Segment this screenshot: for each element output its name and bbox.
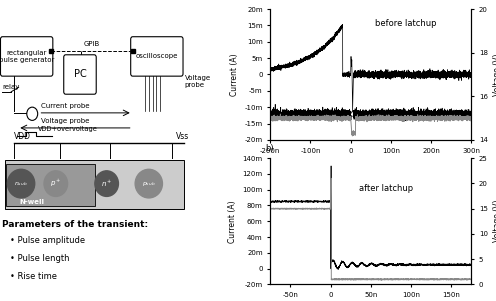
Y-axis label: Voltage (V): Voltage (V) [494, 200, 496, 243]
Text: after latchup: after latchup [359, 184, 413, 193]
FancyBboxPatch shape [5, 160, 184, 209]
Text: GPIB: GPIB [84, 41, 100, 47]
Text: • Pulse length: • Pulse length [10, 254, 69, 263]
FancyBboxPatch shape [63, 55, 96, 94]
Text: • Pulse amplitude: • Pulse amplitude [10, 236, 85, 245]
Text: VDD+overvoltage: VDD+overvoltage [39, 126, 98, 132]
X-axis label: Time (s): Time (s) [355, 159, 386, 168]
Text: Trigger pulse: Trigger pulse [347, 115, 392, 121]
Text: Voltage
probe: Voltage probe [185, 75, 211, 88]
Text: $n_{sub}$: $n_{sub}$ [14, 180, 28, 188]
Text: $p^+$: $p^+$ [50, 178, 62, 189]
Text: Parameters of the transient:: Parameters of the transient: [2, 220, 149, 229]
Ellipse shape [135, 169, 163, 198]
Text: before latchup: before latchup [375, 19, 436, 28]
Text: N-well: N-well [20, 199, 45, 205]
Text: $n^+$: $n^+$ [101, 178, 112, 189]
Text: oscilloscope: oscilloscope [136, 54, 178, 59]
Text: Current probe: Current probe [41, 103, 89, 109]
Text: PC: PC [73, 70, 86, 79]
Y-axis label: Voltage (V): Voltage (V) [494, 53, 496, 96]
Text: relay: relay [2, 84, 20, 90]
Y-axis label: Current (A): Current (A) [228, 200, 237, 243]
Text: • Rise time: • Rise time [10, 272, 57, 281]
FancyBboxPatch shape [0, 37, 53, 76]
Ellipse shape [95, 171, 119, 197]
Y-axis label: Current (A): Current (A) [230, 53, 239, 96]
Ellipse shape [44, 171, 67, 197]
Text: rectangular
pulse generator: rectangular pulse generator [0, 50, 55, 63]
Text: $p_{sub}$: $p_{sub}$ [142, 180, 156, 188]
FancyBboxPatch shape [6, 164, 95, 206]
Text: Vss: Vss [176, 132, 189, 141]
Text: VDD: VDD [14, 132, 31, 141]
Text: b): b) [265, 144, 274, 153]
FancyBboxPatch shape [131, 37, 183, 76]
Text: Voltage probe: Voltage probe [41, 118, 89, 124]
Ellipse shape [7, 169, 35, 198]
